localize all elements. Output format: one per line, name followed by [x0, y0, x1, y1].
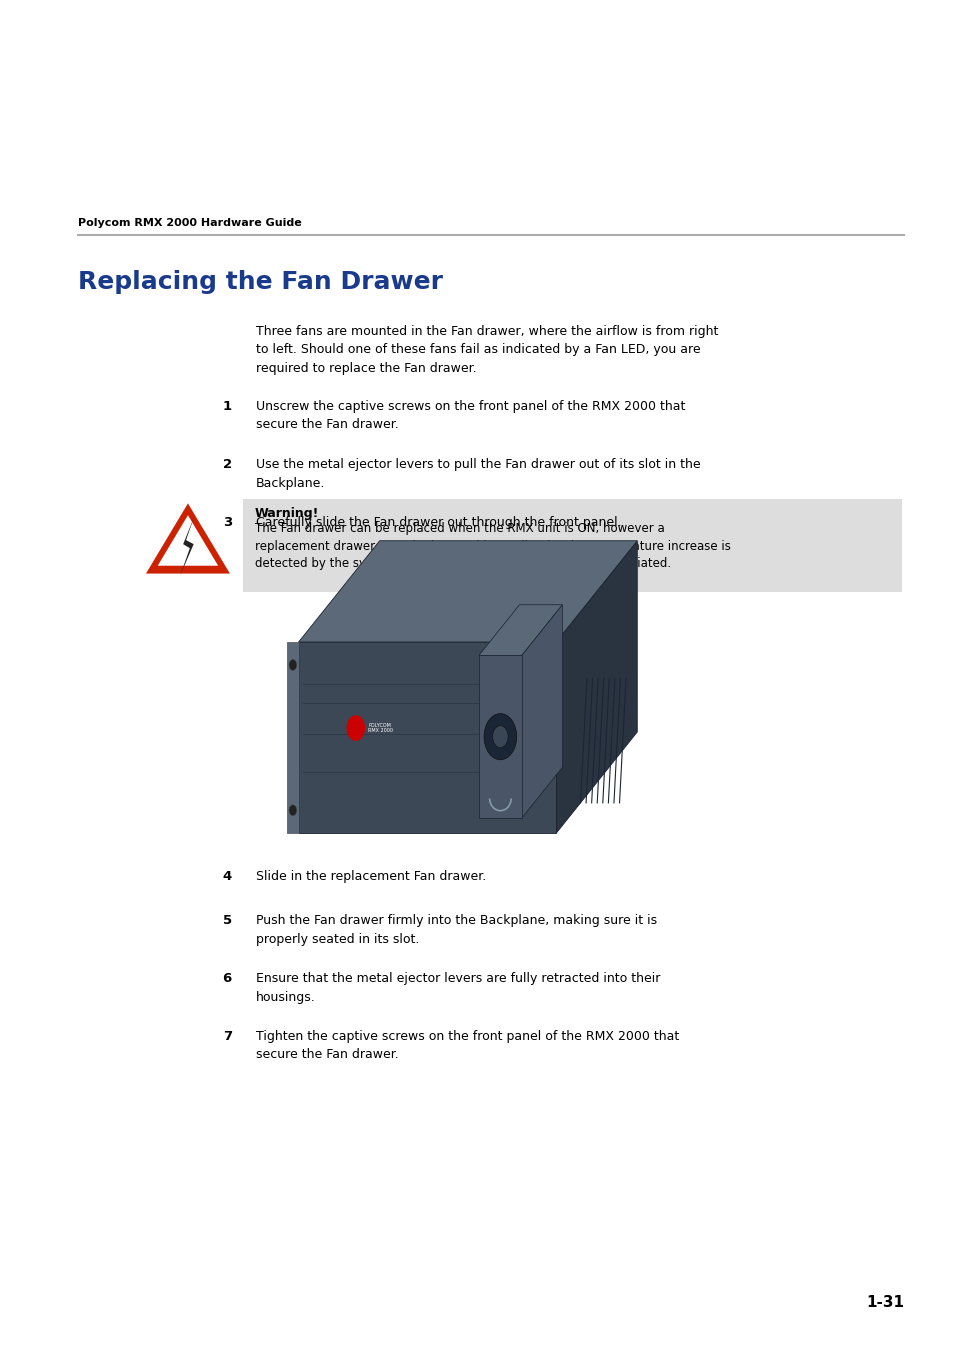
FancyBboxPatch shape [243, 500, 901, 593]
Text: Carefully slide the Fan drawer out through the front panel.: Carefully slide the Fan drawer out throu… [255, 516, 620, 529]
Text: 6: 6 [222, 972, 232, 986]
Text: Push the Fan drawer firmly into the Backplane, making sure it is
properly seated: Push the Fan drawer firmly into the Back… [255, 914, 656, 945]
FancyBboxPatch shape [287, 643, 298, 833]
Circle shape [483, 714, 517, 760]
Circle shape [347, 716, 364, 740]
Text: Ensure that the metal ejector levers are fully retracted into their
housings.: Ensure that the metal ejector levers are… [255, 972, 659, 1003]
Text: Three fans are mounted in the Fan drawer, where the airflow is from right
to lef: Three fans are mounted in the Fan drawer… [255, 325, 718, 375]
Text: 7: 7 [222, 1030, 232, 1044]
Polygon shape [157, 516, 218, 566]
Text: Unscrew the captive screws on the front panel of the RMX 2000 that
secure the Fa: Unscrew the captive screws on the front … [255, 400, 684, 432]
Text: 4: 4 [222, 869, 232, 883]
Polygon shape [298, 541, 637, 643]
Text: Slide in the replacement Fan drawer.: Slide in the replacement Fan drawer. [255, 869, 485, 883]
Text: Use the metal ejector levers to pull the Fan drawer out of its slot in the
Backp: Use the metal ejector levers to pull the… [255, 458, 700, 490]
Polygon shape [478, 605, 561, 655]
Text: Polycom RMX 2000 Hardware Guide: Polycom RMX 2000 Hardware Guide [78, 217, 302, 228]
Text: Tighten the captive screws on the front panel of the RMX 2000 that
secure the Fa: Tighten the captive screws on the front … [255, 1030, 679, 1061]
Text: 2: 2 [222, 458, 232, 471]
Polygon shape [556, 541, 637, 833]
Text: 1-31: 1-31 [865, 1295, 903, 1309]
Text: POLYCOM
RMX 2000: POLYCOM RMX 2000 [368, 722, 393, 733]
Text: The Fan drawer can be replaced when the RMX unit is ON, however a
replacement dr: The Fan drawer can be replaced when the … [254, 522, 730, 570]
Polygon shape [180, 516, 194, 575]
Circle shape [492, 726, 508, 748]
Text: Warning!: Warning! [254, 508, 318, 520]
FancyBboxPatch shape [478, 655, 521, 818]
Text: 1: 1 [222, 400, 232, 413]
Polygon shape [146, 504, 230, 574]
Text: 5: 5 [222, 914, 232, 927]
Circle shape [289, 805, 296, 815]
Text: 3: 3 [222, 516, 232, 529]
Circle shape [289, 660, 296, 671]
Text: Replacing the Fan Drawer: Replacing the Fan Drawer [78, 270, 443, 294]
Polygon shape [521, 605, 561, 818]
FancyBboxPatch shape [298, 643, 556, 833]
